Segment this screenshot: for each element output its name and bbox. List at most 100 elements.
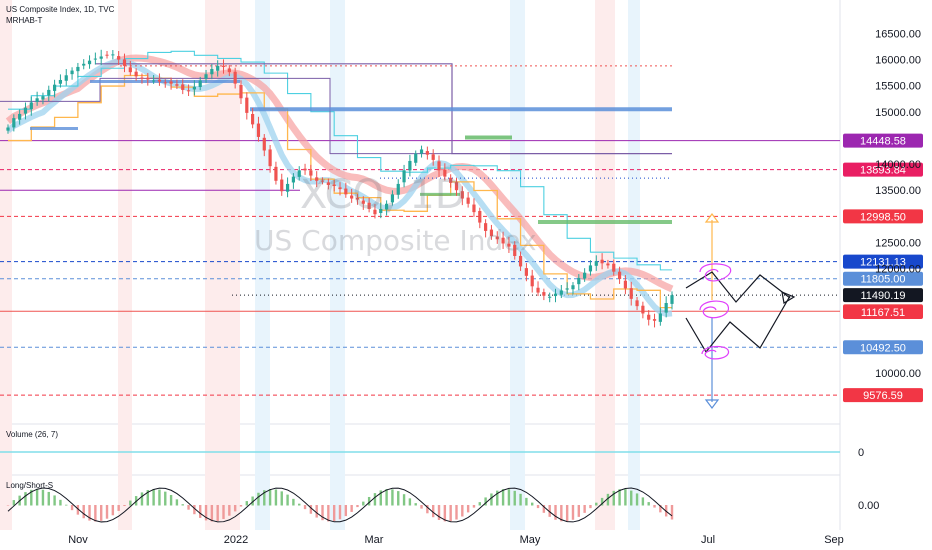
candle-body: [192, 86, 196, 90]
candle-body: [256, 123, 261, 137]
candle-body: [268, 149, 272, 167]
price-level-label: 12998.50: [860, 211, 906, 223]
oscillator-bar: [88, 505, 91, 521]
oscillator-bar: [233, 505, 237, 512]
oscillator-bar: [437, 505, 441, 520]
oscillator-bar: [6, 505, 10, 506]
candle-body: [594, 261, 598, 266]
drawings-layer[interactable]: [685, 213, 796, 409]
candle-body: [658, 313, 662, 322]
oscillator-bar: [76, 505, 80, 515]
candle-body: [419, 149, 424, 154]
candle-body: [379, 208, 383, 214]
oscillator-bar: [577, 505, 581, 517]
candle-body: [408, 160, 412, 171]
background-highlight-layer: [0, 0, 841, 530]
price-levels-layer: [0, 140, 840, 396]
candle-body: [361, 200, 365, 204]
oscillator-bar: [379, 490, 382, 506]
purple-level-line: [0, 77, 452, 155]
oscillator-bar: [612, 490, 615, 506]
candle-body: [384, 203, 389, 210]
oscillator-bar: [175, 499, 179, 506]
candle-body: [309, 170, 313, 176]
price-level-tag: [843, 288, 923, 303]
oscillator-bar: [268, 489, 272, 506]
oscillator-bar: [129, 500, 132, 506]
oscillator-pane: 0.00: [6, 487, 879, 523]
oscillator-bar: [263, 490, 266, 506]
candle-body: [553, 293, 558, 297]
candle-body: [612, 263, 616, 272]
time-axis[interactable]: Nov 2022 Mar May Jul Sep: [68, 534, 844, 546]
price-axis[interactable]: 14448.58 13893.84 12998.50 12131.13 11805.00…: [843, 29, 923, 403]
oscillator-bar: [53, 495, 56, 506]
candle-body: [501, 237, 505, 244]
candle-body: [52, 84, 57, 91]
oscillator-bar: [70, 505, 74, 511]
candle-body: [152, 80, 156, 82]
candle-body: [82, 63, 86, 66]
candle-body: [559, 290, 563, 295]
candle-body: [99, 56, 103, 59]
oscillator-bar: [298, 503, 301, 506]
oscillator-bar: [303, 505, 307, 510]
oscillator-bar: [24, 492, 27, 506]
candle-body: [315, 177, 319, 181]
oscillator-bar: [402, 494, 406, 506]
candle-body: [128, 67, 132, 73]
oscillator-bar: [30, 489, 33, 506]
oscillator-bar: [531, 502, 534, 506]
candle-body: [163, 82, 167, 84]
y-tick-label: 15500.00: [875, 81, 921, 93]
oscillator-bar: [449, 505, 452, 522]
y-tick-label: 13500.00: [875, 185, 921, 197]
oscillator-bar: [274, 489, 278, 506]
candle-body: [623, 280, 628, 289]
oscillator-bar: [595, 502, 598, 506]
oscillator-bar: [344, 505, 348, 517]
oscillator-bar: [461, 505, 464, 517]
background-zone: [0, 0, 12, 530]
projection-path-lower[interactable]: [685, 295, 791, 354]
background-zone: [510, 0, 525, 530]
candle-body: [47, 89, 51, 96]
oscillator-bar: [536, 505, 540, 509]
oscillator-bar: [94, 505, 97, 522]
oscillator-bar: [408, 498, 412, 506]
oscillator-bar: [123, 505, 126, 507]
oscillator-bar: [391, 489, 394, 506]
candle-body: [280, 179, 284, 192]
candle-body: [70, 70, 74, 75]
candle-body: [530, 275, 534, 287]
price-level-label: 9576.59: [863, 390, 903, 402]
oscillator-bar: [554, 505, 557, 520]
oscillator-bar: [111, 505, 115, 516]
oscillator-bar: [624, 489, 627, 506]
oscillator-bar: [641, 497, 645, 506]
candle-body: [367, 202, 371, 209]
candle-body: [629, 288, 633, 299]
candle-body: [233, 71, 237, 84]
oscillator-y-tick: 0.00: [858, 500, 879, 512]
oscillator-bar: [82, 505, 85, 519]
candle-body: [588, 265, 593, 272]
candle-body: [472, 204, 476, 213]
oscillator-bar: [548, 505, 551, 517]
oscillator-bar: [251, 496, 254, 506]
projection-path-upper[interactable]: [685, 271, 791, 303]
candle-body: [536, 287, 540, 293]
target-up-arrowhead: [704, 213, 720, 223]
x-tick-label: Sep: [824, 534, 844, 546]
oscillator-bar: [519, 493, 522, 506]
candle-body: [76, 66, 80, 72]
oscillator-bar: [204, 505, 208, 521]
candle-body: [239, 84, 243, 99]
oscillator-bar: [670, 505, 674, 520]
candle-body: [518, 255, 523, 267]
candle-body: [641, 305, 645, 314]
candle-body: [134, 71, 138, 77]
oscillator-bar: [501, 489, 505, 506]
candle-body: [181, 84, 185, 90]
